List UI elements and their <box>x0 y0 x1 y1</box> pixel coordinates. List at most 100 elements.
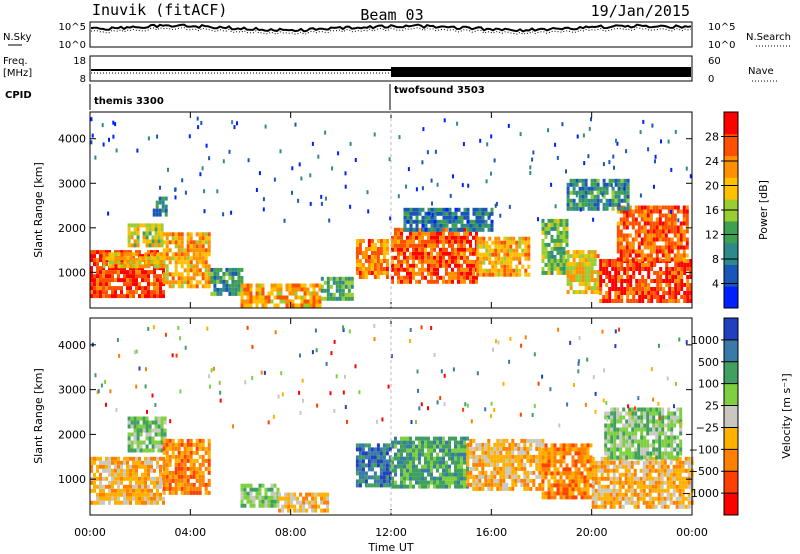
heatmap-cell <box>640 451 644 456</box>
heatmap-cell <box>599 267 603 271</box>
heatmap-cell <box>364 451 368 456</box>
heatmap-cell <box>602 186 606 191</box>
heatmap-cell <box>596 282 600 287</box>
scatter-point <box>407 167 410 172</box>
heatmap-cell <box>445 271 448 276</box>
heatmap-cell <box>126 264 130 269</box>
heatmap-cell <box>608 299 612 303</box>
heatmap-cell <box>430 448 433 453</box>
heatmap-cell <box>667 237 671 242</box>
heatmap-cell <box>382 239 386 243</box>
heatmap-cell <box>472 474 476 479</box>
heatmap-cell <box>180 486 184 491</box>
heatmap-cell <box>469 263 472 268</box>
scatter-point <box>320 201 323 206</box>
heatmap-cell <box>634 221 638 226</box>
heatmap-cell <box>679 447 683 452</box>
heatmap-cell <box>686 291 690 295</box>
heatmap-cell <box>665 267 669 271</box>
heatmap-cell <box>509 236 513 241</box>
heatmap-cell <box>634 205 638 210</box>
heatmap-cell <box>616 435 620 440</box>
heatmap-cell <box>433 247 436 252</box>
heatmap-cell <box>162 256 166 261</box>
heatmap-cell <box>297 303 301 308</box>
heatmap-cell <box>634 217 638 222</box>
heatmap-cell <box>671 295 675 299</box>
heatmap-cell <box>631 435 635 440</box>
heatmap-cell <box>358 447 362 452</box>
heatmap-cell <box>653 279 657 283</box>
heatmap-cell <box>587 270 591 275</box>
heatmap-cell <box>655 407 659 412</box>
heatmap-cell <box>674 279 678 283</box>
heatmap-cell <box>594 492 598 497</box>
heatmap-cell <box>667 451 671 456</box>
heatmap-cell <box>666 488 670 493</box>
heatmap-cell <box>279 295 283 300</box>
heatmap-cell <box>511 466 515 471</box>
heatmap-cell <box>439 207 443 212</box>
heatmap-cell <box>559 447 563 452</box>
heatmap-cell <box>278 492 282 497</box>
heatmap-cell <box>114 256 118 261</box>
heatmap-cell <box>649 213 653 218</box>
heatmap-cell <box>427 468 430 473</box>
heatmap-cell <box>614 271 618 275</box>
heatmap-cell <box>622 407 626 412</box>
heatmap-cell <box>439 219 443 224</box>
heatmap-cell <box>484 442 488 447</box>
heatmap-cell <box>682 257 686 262</box>
heatmap-cell <box>646 447 650 452</box>
heatmap-cell <box>478 215 482 220</box>
heatmap-cell <box>358 459 362 464</box>
heatmap-cell <box>640 443 644 448</box>
heatmap-cell <box>418 211 422 216</box>
heatmap-cell <box>668 275 672 279</box>
heatmap-cell <box>261 483 265 488</box>
heatmap-cell <box>303 283 307 288</box>
heatmap-cell <box>385 471 389 476</box>
heatmap-cell <box>139 432 143 437</box>
heatmap-cell <box>457 227 461 232</box>
heatmap-cell <box>267 487 271 492</box>
scatter-point <box>602 398 605 403</box>
heatmap-cell <box>117 496 120 501</box>
heatmap-cell <box>219 287 223 292</box>
heatmap-cell <box>597 476 601 481</box>
heatmap-cell <box>490 458 494 463</box>
heatmap-cell <box>189 462 193 467</box>
heatmap-cell <box>164 208 168 213</box>
heatmap-cell <box>355 255 359 259</box>
heatmap-cell <box>637 213 641 218</box>
heatmap-cell <box>177 442 181 447</box>
heatmap-cell <box>466 446 470 451</box>
heatmap-cell <box>605 299 609 303</box>
heatmap-cell <box>454 211 458 216</box>
heatmap-cell <box>153 476 156 481</box>
heatmap-cell <box>442 468 445 473</box>
heatmap-cell <box>569 182 573 187</box>
heatmap-cell <box>679 427 683 432</box>
heatmap-cell <box>424 267 427 272</box>
heatmap-cell <box>273 491 277 496</box>
scatter-point <box>90 140 93 145</box>
heatmap-cell <box>433 448 436 453</box>
heatmap-cell <box>488 252 492 257</box>
heatmap-cell <box>320 492 324 497</box>
heatmap-cell <box>105 274 108 279</box>
heatmap-cell <box>156 256 160 261</box>
heatmap-cell <box>412 448 415 453</box>
heatmap-cell <box>367 459 371 464</box>
heatmap-cell <box>559 471 563 476</box>
heatmap-cell <box>668 271 672 275</box>
heatmap-cell <box>569 266 573 271</box>
heatmap-cell <box>553 222 557 227</box>
heatmap-cell <box>571 495 575 500</box>
heatmap-cell <box>421 255 424 260</box>
heatmap-cell <box>186 490 190 495</box>
heatmap-cell <box>204 486 208 491</box>
heatmap-cell <box>635 291 639 295</box>
heatmap-cell <box>460 476 463 481</box>
heatmap-cell <box>529 442 533 447</box>
